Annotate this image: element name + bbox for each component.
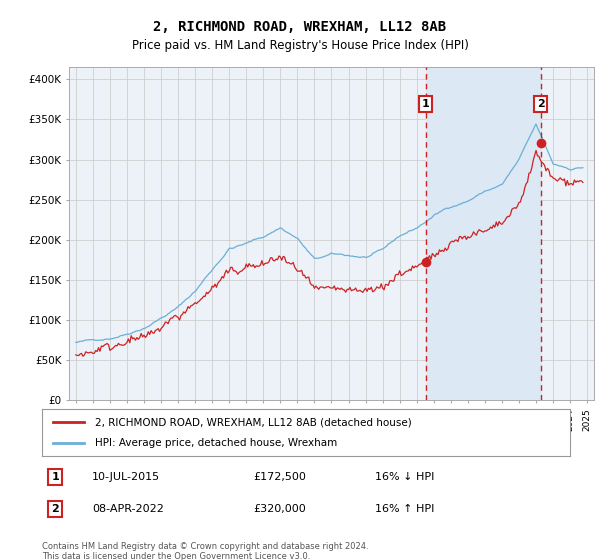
Text: 1: 1: [422, 99, 430, 109]
Text: 2: 2: [52, 504, 59, 514]
Text: 16% ↑ HPI: 16% ↑ HPI: [374, 504, 434, 514]
Text: 16% ↓ HPI: 16% ↓ HPI: [374, 472, 434, 482]
Text: 2: 2: [537, 99, 545, 109]
Text: 2, RICHMOND ROAD, WREXHAM, LL12 8AB: 2, RICHMOND ROAD, WREXHAM, LL12 8AB: [154, 20, 446, 34]
Text: HPI: Average price, detached house, Wrexham: HPI: Average price, detached house, Wrex…: [95, 438, 337, 448]
Text: 1: 1: [52, 472, 59, 482]
Text: £172,500: £172,500: [253, 472, 306, 482]
Text: £320,000: £320,000: [253, 504, 306, 514]
Text: 2, RICHMOND ROAD, WREXHAM, LL12 8AB (detached house): 2, RICHMOND ROAD, WREXHAM, LL12 8AB (det…: [95, 417, 412, 427]
Text: 08-APR-2022: 08-APR-2022: [92, 504, 164, 514]
Text: Contains HM Land Registry data © Crown copyright and database right 2024.
This d: Contains HM Land Registry data © Crown c…: [42, 542, 368, 560]
Bar: [425, 67, 541, 400]
Text: 10-JUL-2015: 10-JUL-2015: [92, 472, 160, 482]
Text: Price paid vs. HM Land Registry's House Price Index (HPI): Price paid vs. HM Land Registry's House …: [131, 39, 469, 52]
